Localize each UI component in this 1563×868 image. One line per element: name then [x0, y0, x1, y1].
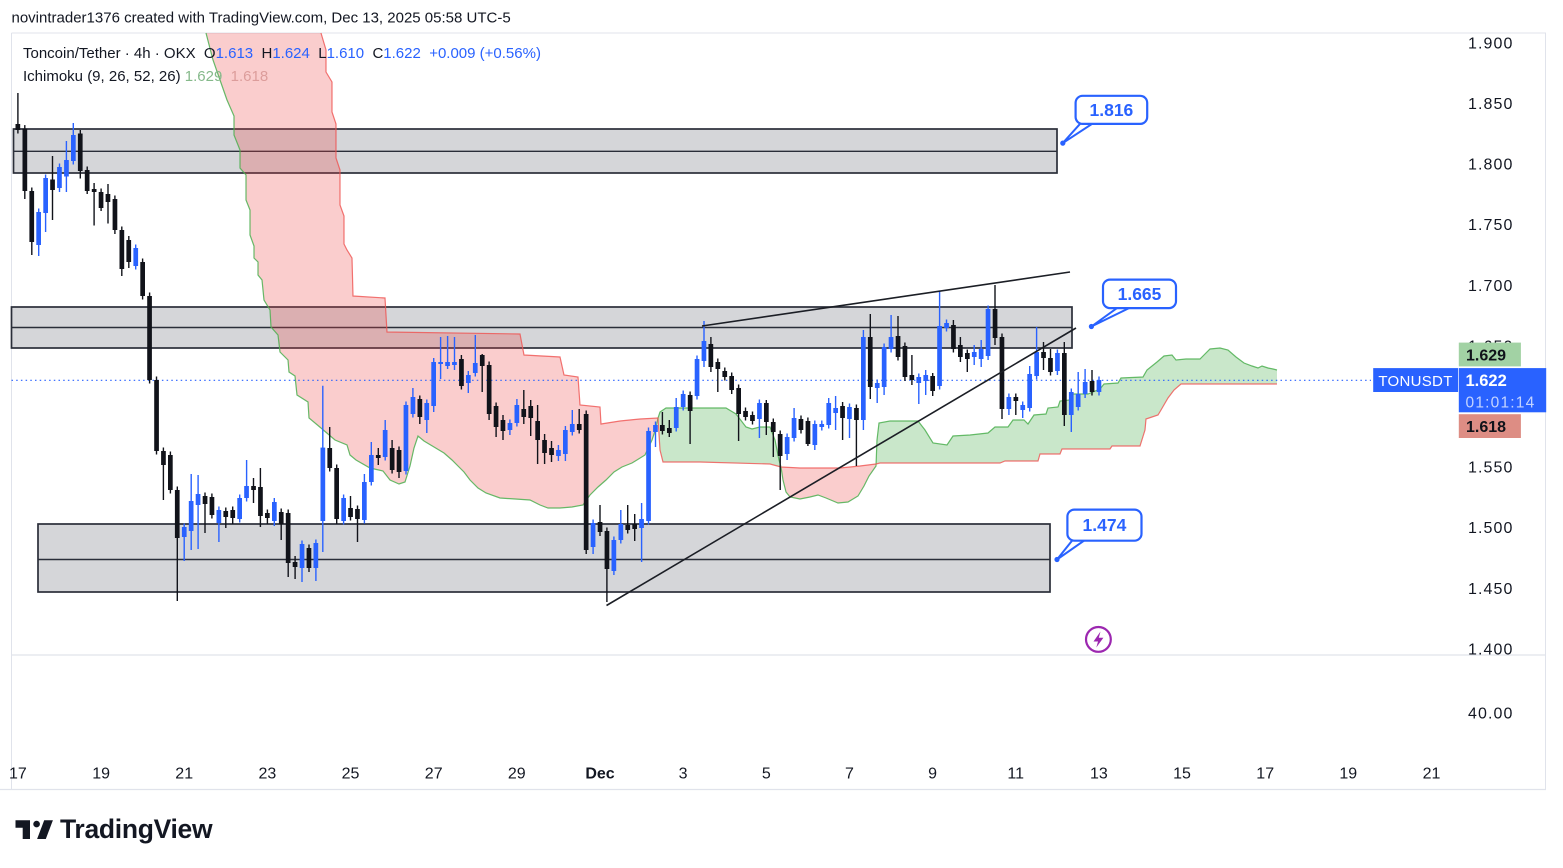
svg-text:25: 25: [342, 766, 360, 783]
svg-text:13: 13: [1090, 766, 1108, 783]
svg-text:Dec: Dec: [585, 766, 614, 783]
svg-text:1.500: 1.500: [1468, 520, 1514, 537]
svg-text:1.665: 1.665: [1118, 284, 1162, 304]
svg-text:TONUSDT: TONUSDT: [1378, 373, 1452, 390]
svg-text:1.622: 1.622: [1466, 372, 1507, 390]
svg-text:1.450: 1.450: [1468, 581, 1514, 598]
svg-text:1.850: 1.850: [1468, 96, 1514, 113]
svg-text:1.474: 1.474: [1083, 515, 1127, 535]
svg-text:1.800: 1.800: [1468, 157, 1514, 174]
svg-text:1.618: 1.618: [1466, 419, 1506, 436]
svg-text:1.900: 1.900: [1468, 35, 1514, 52]
svg-text:01:01:14: 01:01:14: [1466, 395, 1536, 412]
svg-text:19: 19: [92, 766, 110, 783]
svg-text:17: 17: [1256, 766, 1274, 783]
svg-text:1.700: 1.700: [1468, 278, 1514, 295]
svg-text:15: 15: [1173, 766, 1191, 783]
svg-text:21: 21: [1423, 766, 1441, 783]
svg-text:17: 17: [9, 766, 27, 783]
svg-text:TradingView: TradingView: [60, 814, 213, 844]
svg-text:Ichimoku (9, 26, 52, 26) 1.629: Ichimoku (9, 26, 52, 26) 1.629 1.618: [23, 68, 268, 85]
svg-text:29: 29: [508, 766, 526, 783]
svg-text:21: 21: [175, 766, 193, 783]
svg-text:7: 7: [845, 766, 854, 783]
svg-text:40.00: 40.00: [1468, 706, 1514, 723]
svg-text:23: 23: [259, 766, 277, 783]
svg-text:1.400: 1.400: [1468, 642, 1514, 659]
svg-text:11: 11: [1007, 766, 1024, 783]
svg-text:19: 19: [1339, 766, 1357, 783]
svg-text:1.550: 1.550: [1468, 460, 1514, 477]
svg-text:novintrader1376 created with T: novintrader1376 created with TradingView…: [12, 10, 511, 27]
svg-text:1.816: 1.816: [1090, 100, 1134, 120]
svg-text:3: 3: [679, 766, 688, 783]
svg-text:1.750: 1.750: [1468, 217, 1514, 234]
svg-text:9: 9: [928, 766, 937, 783]
svg-text:Toncoin/Tether · 4h · OKX O1.: Toncoin/Tether · 4h · OKX O1.613 H1.624 …: [23, 45, 541, 62]
svg-text:27: 27: [425, 766, 443, 783]
svg-text:1.629: 1.629: [1466, 348, 1506, 365]
svg-text:5: 5: [762, 766, 771, 783]
